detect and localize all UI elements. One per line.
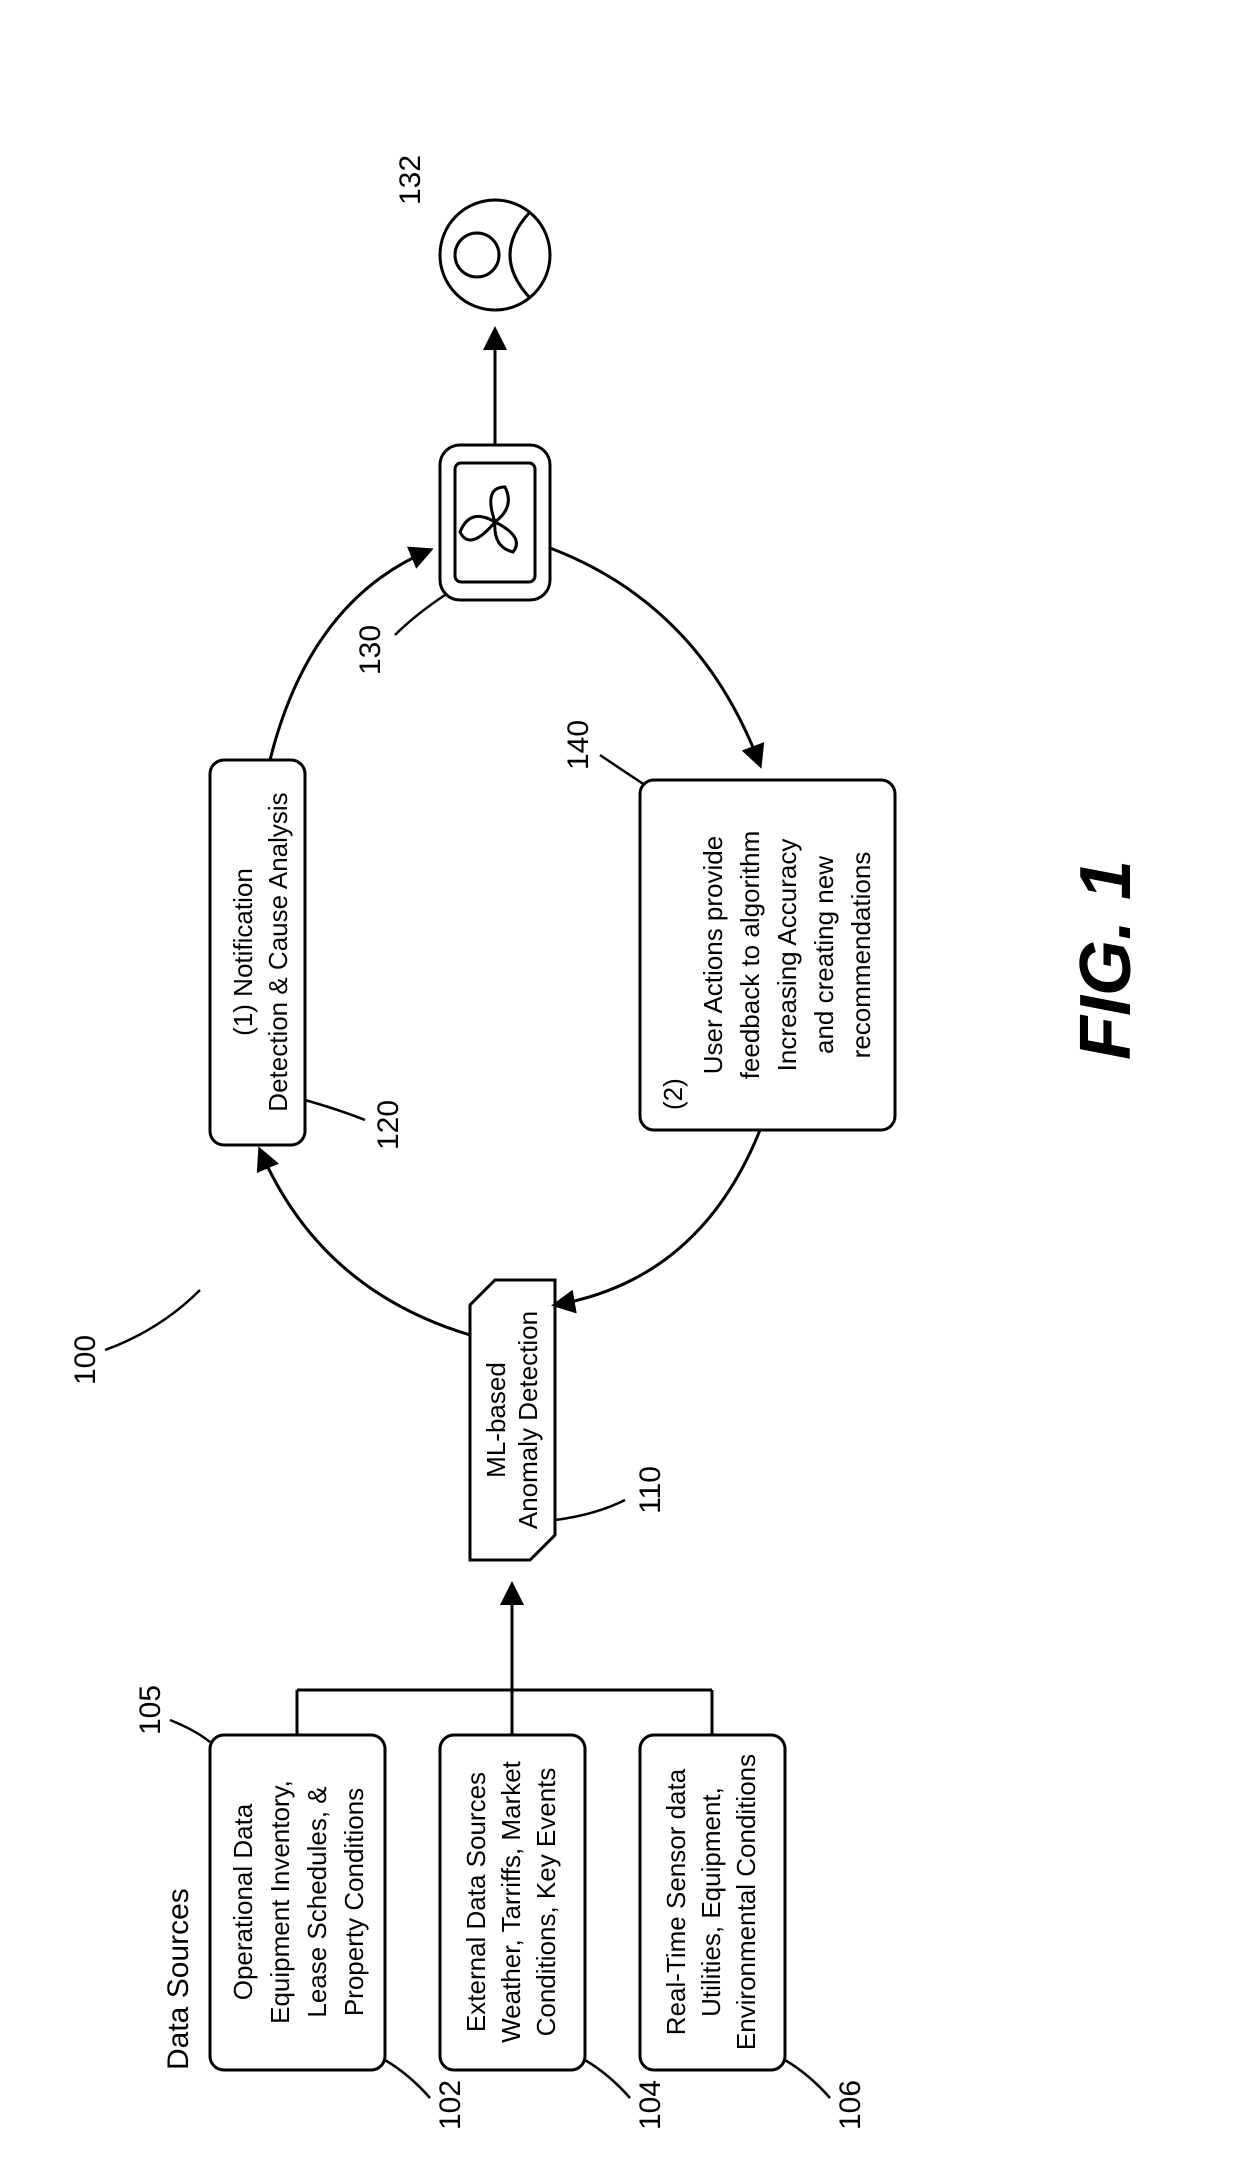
- node-120: (1) Notification Detection & Cause Analy…: [210, 760, 305, 1145]
- lead-110: [555, 1500, 625, 1520]
- lead-130: [395, 595, 445, 635]
- n102-line3: Property Conditions: [339, 1788, 369, 2016]
- lead-102: [385, 2060, 430, 2098]
- n120-line1: Detection & Cause Analysis: [263, 792, 293, 1111]
- lead-105: [170, 1720, 210, 1742]
- n102-line0: Operational Data: [228, 1803, 258, 2000]
- ref-100-label: 100: [69, 1335, 102, 1385]
- node-140: (2) User Actions provide feedback to alg…: [640, 780, 895, 1130]
- n104-line2: Conditions, Key Events: [531, 1768, 561, 2037]
- n140-line1: User Actions provide: [698, 836, 728, 1074]
- n140-line4: and creating new: [809, 856, 839, 1054]
- n102-line1: Equipment Inventory,: [265, 1780, 295, 2024]
- n120-line0: (1) Notification: [228, 868, 258, 1036]
- n106-line2: Environmental Conditions: [731, 1754, 761, 2050]
- diagram-canvas: Data Sources 100 105 Operational Data Eq…: [0, 0, 1240, 2160]
- n106-line1: Utilities, Equipment,: [696, 1787, 726, 2017]
- data-sources-header: Data Sources: [162, 1888, 195, 2070]
- n140-line0: (2): [658, 1078, 688, 1110]
- n102-line2: Lease Schedules, &: [302, 1786, 332, 2017]
- ref-104-label: 104: [634, 2080, 667, 2130]
- n104-line0: External Data Sources: [461, 1772, 491, 2032]
- n106-line0: Real-Time Sensor data: [661, 1768, 691, 2035]
- node-130-device: [440, 445, 550, 600]
- arc-120-to-130: [270, 550, 430, 760]
- ref-132-label: 132: [394, 155, 427, 205]
- n140-line2: feedback to algorithm: [735, 831, 765, 1080]
- figure-label: FIG. 1: [1066, 860, 1146, 1060]
- ref-130-label: 130: [354, 625, 387, 675]
- lead-104: [585, 2060, 630, 2098]
- ref-110-label: 110: [634, 1466, 667, 1514]
- node-110: ML-based Anomaly Detection: [470, 1280, 555, 1560]
- arc-110-to-120: [260, 1150, 470, 1335]
- n140-line5: recommendations: [846, 852, 876, 1059]
- n140-line3: Increasing Accuracy: [772, 839, 802, 1072]
- arc-140-to-110: [555, 1130, 760, 1305]
- lead-140: [600, 755, 645, 785]
- lead-106: [785, 2060, 830, 2098]
- node-106: Real-Time Sensor data Utilities, Equipme…: [640, 1735, 785, 2070]
- ref-106-label: 106: [834, 2080, 867, 2130]
- n104-line1: Weather, Tarriffs, Market: [496, 1760, 526, 2043]
- source-bracket: [297, 1585, 712, 1735]
- n110-line1: Anomaly Detection: [513, 1311, 543, 1529]
- node-104: External Data Sources Weather, Tarriffs,…: [440, 1735, 585, 2070]
- ref-105-label: 105: [134, 1685, 167, 1735]
- ref-102-label: 102: [434, 2080, 467, 2130]
- n110-line0: ML-based: [481, 1362, 511, 1478]
- node-102: Operational Data Equipment Inventory, Le…: [210, 1735, 385, 2070]
- lead-120: [305, 1100, 365, 1120]
- ref-140-label: 140: [562, 720, 595, 770]
- lead-100: [105, 1290, 200, 1350]
- node-132-user-icon: [440, 200, 550, 310]
- ref-120-label: 120: [372, 1100, 405, 1150]
